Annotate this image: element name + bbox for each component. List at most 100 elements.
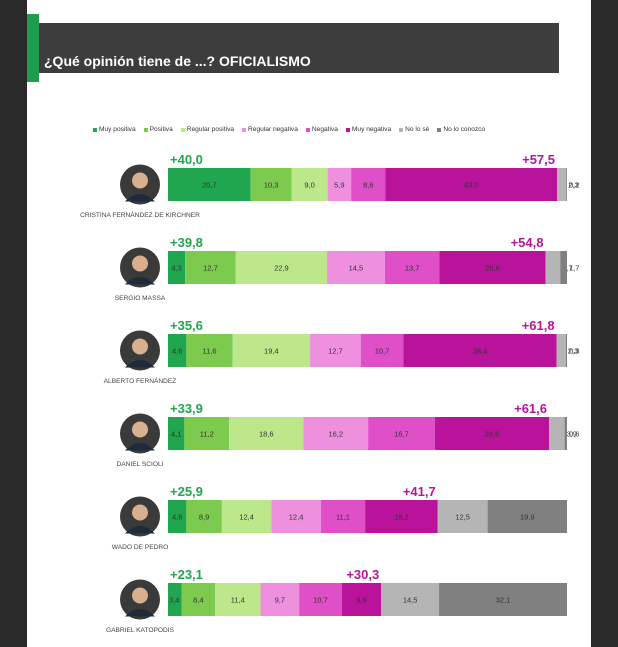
bar-segment [487,500,567,533]
photo-shoulders [125,194,155,202]
bar-value-label: 43,0 [464,181,479,190]
bar-value-label: 11,4 [231,596,245,605]
bar-value-label: 10,3 [264,181,279,190]
bar-segment [184,417,230,450]
bar-segment [310,334,361,367]
legend-label: Muy negativa [351,126,392,133]
bar-segment [439,251,546,284]
bar-segment [403,334,557,367]
bar-segment [384,251,440,284]
bar-segment [168,334,187,367]
bar-value-label: 0,3 [569,347,579,356]
bar-value-label: 12,7 [203,264,218,273]
legend-swatch [345,127,350,132]
bar-value-label: 38,4 [473,347,488,356]
person-name: WADO DE PEDRO [112,544,169,551]
legend-label: No lo conozco [443,126,486,133]
bar-segment [385,168,558,201]
bar-segment [564,417,567,450]
bar-segment [186,334,233,367]
bar-segment [303,417,369,450]
legend-swatch [143,127,148,132]
bar-segment [168,417,185,450]
bar-segment [360,334,404,367]
bar-value-label: 32,1 [496,596,511,605]
negative-total: +54,8 [511,235,544,250]
bar-value-label: 8,4 [193,596,203,605]
bar-segment [250,168,292,201]
bar-segment [351,168,386,201]
bar-value-label: 4,6 [172,513,182,522]
photo-shoulders [125,609,155,617]
legend-item: Regular negativa [242,126,298,133]
positive-total: +40,0 [170,152,203,167]
negative-total: +61,8 [522,318,555,333]
bar-segment [341,583,382,616]
legend-item: Muy positiva [93,126,136,133]
bar-value-label: 2,3 [568,347,578,356]
bar-value-label: 18,2 [394,513,409,522]
person-icon [120,247,160,288]
positive-total: +33,9 [170,401,203,416]
bar-value-label: 16,7 [394,430,409,439]
bar-segment [215,583,261,616]
legend-label: Positiva [149,126,173,133]
bar-value-label: 28,6 [485,430,500,439]
chart-title: ¿Qué opinión tiene de ...? OFICIALISMO [44,53,311,69]
negative-total: +30,3 [346,567,379,582]
bar-value-label: 2,3 [568,181,578,190]
bar-segment [549,417,565,450]
bar-segment [565,334,567,367]
bar-segment [327,251,385,284]
bar-value-label: 19,4 [264,347,279,356]
bar-segment [327,168,352,201]
bar-value-label: 1,7 [569,264,579,273]
title-bar: ¿Qué opinión tiene de ...? OFICIALISMO [27,23,559,73]
bar-segment [439,583,567,616]
legend-label: Regular positiva [186,126,235,133]
bar-segment [168,251,186,284]
bar-value-label: 13,7 [405,264,420,273]
legend-swatch [242,127,247,132]
photo-shoulders [125,360,155,368]
bar-segment [299,583,342,616]
photo-face [132,338,148,355]
bar-value-label: 0,6 [569,430,579,439]
negative-total: +57,5 [522,152,555,167]
negative-total: +41,7 [403,484,436,499]
bar-value-label: 16,2 [328,430,343,439]
bar-segment [260,583,300,616]
bar-value-label: 3,4 [169,596,179,605]
legend-swatch [399,127,404,132]
bar-value-label: 3,7 [562,264,572,273]
photo-face [132,504,148,521]
photo-face [132,255,148,272]
bar-segment [545,251,561,284]
photo-face [132,421,148,438]
bar-value-label: 8,6 [363,181,373,190]
bar-segment [232,334,311,367]
legend-label: No lo sé [405,126,430,133]
bar-value-label: 12,4 [289,513,304,522]
legend-swatch [305,127,310,132]
legend-item: Negativa [305,126,338,133]
bar-value-label: 4,1 [171,430,181,439]
bar-value-label: 12,7 [328,347,343,356]
legend-swatch [93,127,97,132]
title-accent [27,14,39,82]
bar-value-label: 19,9 [520,513,535,522]
bar-value-label: 10,7 [375,347,390,356]
positive-total: +25,9 [170,484,203,499]
legend-label: Negativa [311,126,338,133]
positive-total: +35,6 [170,318,203,333]
legend-item: Muy negativa [345,126,392,133]
legend: Muy positiva Positiva Regular positiva Regu… [93,126,485,133]
positive-total: +39,8 [170,235,203,250]
bar-segment [221,500,272,533]
bar-value-label: 8,9 [199,513,209,522]
legend-label: Muy positiva [99,126,136,133]
legend-swatch [180,127,185,132]
bar-value-label: 10,7 [313,596,328,605]
bar-segment [434,417,550,450]
bar-segment [437,500,488,533]
